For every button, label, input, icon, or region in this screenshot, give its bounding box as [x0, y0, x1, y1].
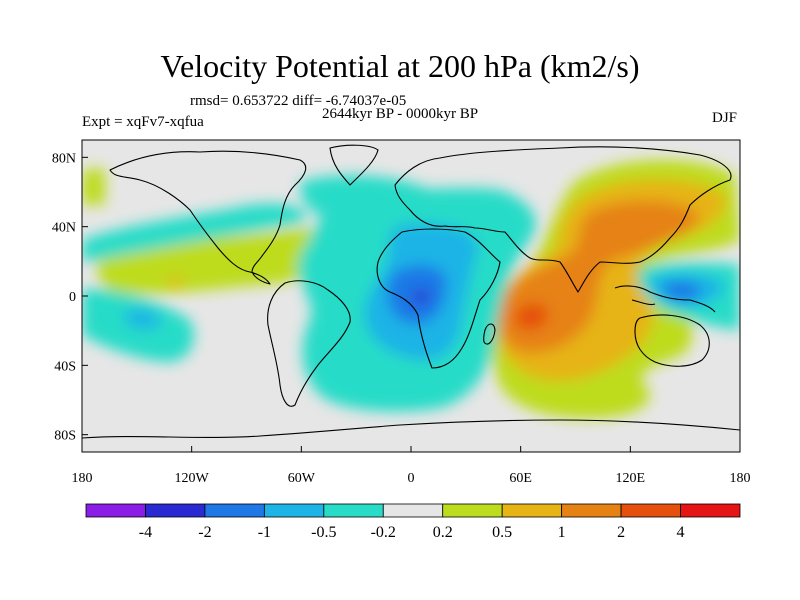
- field-2-negative-congo-core: [413, 289, 430, 304]
- coastline-north-america: [109, 150, 307, 285]
- field-1-negative-w-pacific: [662, 281, 702, 302]
- experiment-label: Expt = xqFv7-xqfua: [82, 114, 204, 130]
- field-negative-n-atlantic: [300, 175, 430, 217]
- colorbar-swatch: [442, 503, 503, 518]
- y-tick-label: 40N: [52, 221, 76, 236]
- x-tick-label: 120E: [616, 471, 646, 486]
- coastline-australia: [634, 314, 710, 367]
- field-positive-arctic-edge: [82, 168, 105, 205]
- colorbar-swatch: [501, 503, 563, 518]
- x-tick-label: 0: [408, 471, 415, 486]
- colorbar-swatch: [620, 503, 681, 518]
- x-tick-label: 180: [72, 471, 93, 486]
- field-05-ne-pacific-core: [165, 277, 186, 287]
- colorbar-label: -0.2: [371, 524, 396, 541]
- colorbar-label: 0.5: [492, 524, 512, 541]
- x-axis: 180 120W 60W 0 60E 120E 180: [72, 446, 751, 486]
- colorbar-swatch: [85, 503, 146, 518]
- coastline-greenland: [329, 144, 379, 186]
- x-tick-label: 60W: [288, 471, 316, 486]
- colorbar-label: 1: [558, 524, 566, 541]
- colorbar-swatch: [323, 503, 384, 518]
- y-tick-label: 80N: [52, 151, 76, 166]
- colorbar-label: -2: [198, 524, 211, 541]
- season-label: DJF: [712, 110, 738, 126]
- colorbar-label: -1: [258, 524, 271, 541]
- chart-title: Velocity Potential at 200 hPa (km2/s): [160, 48, 640, 84]
- coastlines: [82, 144, 740, 439]
- period-subtitle: 2644kyr BP - 0000kyr BP: [322, 106, 479, 122]
- y-tick-label: 80S: [54, 429, 76, 444]
- y-axis: 80N 40N 0 40S 80S: [52, 151, 88, 444]
- colorbar-swatch: [204, 503, 265, 518]
- coastline-eurasia: [394, 146, 732, 293]
- coastline-south-america: [267, 280, 351, 407]
- coastline-antarctica: [82, 419, 740, 439]
- stats-subtitle: rmsd= 0.653722 diff= -6.74037e-05: [190, 93, 407, 109]
- y-tick-label: 40S: [54, 359, 76, 374]
- colorbar-swatch: [382, 503, 444, 518]
- x-tick-label: 120W: [175, 471, 210, 486]
- coastline-africa: [376, 228, 501, 369]
- coastline-madagascar: [483, 323, 496, 345]
- colorbar-swatch: [145, 503, 206, 518]
- field-05-negative-e-pacific: [125, 309, 162, 329]
- colorbar-label: -0.5: [311, 524, 336, 541]
- colorbar-label: -4: [139, 524, 152, 541]
- contour-fields: [82, 144, 740, 439]
- colorbar-swatch: [561, 503, 622, 518]
- colorbar-label: 0.2: [433, 524, 453, 541]
- field-2-madagascar-core: [514, 303, 549, 330]
- y-tick-label: 0: [69, 290, 76, 305]
- colorbar: -4 -2 -1 -0.5 -0.2 0.2 0.5 1 2 4: [85, 503, 741, 541]
- colorbar-label: 4: [677, 524, 685, 541]
- x-tick-label: 60E: [509, 471, 532, 486]
- field-negative-n-pacific-band: [82, 203, 306, 262]
- x-tick-label: 180: [730, 471, 751, 486]
- colorbar-swatch: [680, 503, 741, 518]
- colorbar-label: 2: [617, 524, 625, 541]
- coastline-maritime-continent: [614, 285, 716, 313]
- colorbar-swatch: [263, 503, 325, 518]
- field-1-indo-pacific: [498, 200, 700, 354]
